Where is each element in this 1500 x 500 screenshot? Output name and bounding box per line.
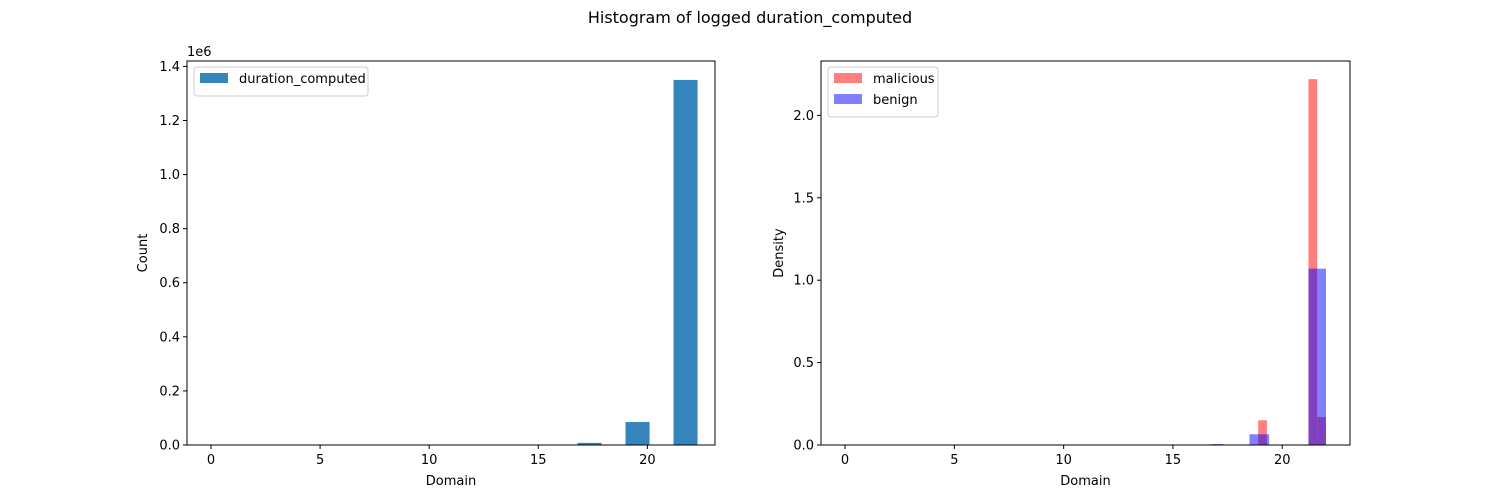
y-axis-label: Density <box>772 228 787 278</box>
y-tick-label: 1.2 <box>159 114 180 129</box>
x-tick-label: 10 <box>421 453 438 468</box>
bar-benign-2 <box>1260 434 1270 445</box>
series-benign <box>1212 268 1326 445</box>
bar-benign-3 <box>1308 268 1318 445</box>
bar-duration_computed-0 <box>577 442 602 445</box>
y-tick-label: 0.0 <box>159 439 180 454</box>
right-histogram-axes: 0 5 10 15 20 0.0 0.5 1.0 1.5 2.0 Domain Density mali… <box>772 60 1351 489</box>
axes-frame <box>186 60 716 446</box>
x-tick-label: 5 <box>950 453 958 468</box>
y-tick-label: 0.0 <box>793 439 814 454</box>
x-axis-label: Domain <box>1060 474 1110 489</box>
legend: duration_computed <box>193 66 369 97</box>
bar-malicious-1 <box>1258 420 1267 445</box>
series-malicious <box>1207 79 1326 445</box>
legend-swatch-malicious <box>834 73 862 83</box>
x-tick-label: 0 <box>207 453 215 468</box>
legend-label-benign: benign <box>873 93 918 108</box>
y-tick-label: 0.8 <box>159 222 180 237</box>
left-histogram-axes: 0 5 10 15 20 0.0 0.2 0.4 0.6 0.8 1.0 1.2 1.4 Domain Co… <box>136 45 716 489</box>
series-duration_computed <box>577 79 698 446</box>
x-tick-label: 15 <box>530 453 547 468</box>
legend-label-duration_computed: duration_computed <box>239 72 366 87</box>
legend: malicious benign <box>827 66 939 118</box>
bar-benign-1 <box>1249 434 1261 445</box>
y-axis-label: Count <box>136 234 151 273</box>
bar-malicious-2 <box>1308 79 1318 445</box>
bar-duration_computed-1 <box>625 422 650 445</box>
legend-swatch-benign <box>834 94 862 104</box>
y-tick-label: 1.0 <box>159 168 180 183</box>
bar-benign-4 <box>1317 268 1326 445</box>
y-tick-label: 0.4 <box>159 330 180 345</box>
y-tick-label: 0.6 <box>159 276 180 291</box>
legend-label-malicious: malicious <box>873 72 935 87</box>
y-offset-text: 1e6 <box>187 45 212 60</box>
y-tick-label: 0.2 <box>159 384 180 399</box>
bar-duration_computed-2 <box>673 79 698 446</box>
x-axis-label: Domain <box>426 474 476 489</box>
legend-swatch-duration_computed <box>200 73 228 83</box>
y-tick-label: 2.0 <box>793 109 814 124</box>
legend-box <box>193 66 369 97</box>
x-tick-label: 20 <box>1274 453 1291 468</box>
x-tick-label: 10 <box>1055 453 1072 468</box>
x-tick-label: 20 <box>639 453 656 468</box>
x-tick-label: 5 <box>316 453 324 468</box>
x-tick-label: 0 <box>841 453 849 468</box>
y-tick-label: 1.4 <box>159 60 180 75</box>
y-tick-label: 0.5 <box>793 356 814 371</box>
y-tick-label: 1.5 <box>793 191 814 206</box>
axes-frame <box>820 60 1351 446</box>
y-tick-label: 1.0 <box>793 274 814 289</box>
x-tick-label: 15 <box>1165 453 1182 468</box>
figure-title: Histogram of logged duration_computed <box>588 8 912 28</box>
